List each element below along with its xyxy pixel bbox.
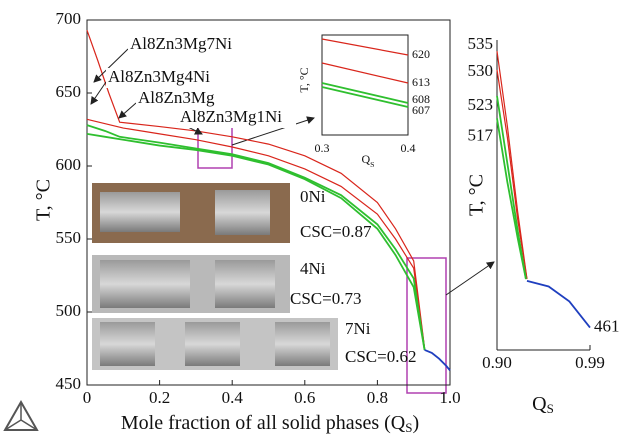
series-line	[322, 87, 408, 107]
photo-rod	[185, 322, 240, 366]
y-tick-label: 450	[56, 374, 82, 393]
photo-label: 0Ni	[300, 187, 326, 206]
data-label: 523	[468, 95, 494, 114]
photo-rod	[215, 260, 275, 308]
series-line	[322, 83, 408, 103]
y-axis-label: T, °C	[33, 179, 55, 221]
x-axis-label: Mole fraction of all solid phases (QS)	[121, 412, 419, 435]
photo-rod	[275, 322, 330, 366]
x-axis-label: QS	[361, 152, 374, 169]
photo-csc: CSC=0.87	[300, 222, 372, 241]
x-tick-label: 0.4	[401, 141, 416, 155]
x-tick-label: 0.99	[575, 353, 605, 372]
y-tick-label: 500	[56, 301, 82, 320]
x-tick-label: 0.6	[294, 388, 315, 407]
photo-rod	[100, 192, 180, 232]
arrow	[446, 262, 494, 295]
photo-label: 7Ni	[345, 319, 371, 338]
y-tick-label: 650	[56, 82, 82, 101]
photo-rod	[100, 322, 155, 366]
x-tick-label: 1.0	[439, 388, 460, 407]
series-line	[497, 118, 526, 279]
photo-csc: CSC=0.73	[290, 289, 361, 308]
x-tick-label: 0.4	[222, 388, 244, 407]
data-label: 517	[468, 125, 494, 144]
series-label: Al8Zn3Mg7Ni	[130, 34, 232, 53]
figure: 0Ni CSC=0.87 4Ni CSC=0.73 7Ni CSC=0.62 0…	[0, 0, 623, 437]
data-label: 530	[468, 61, 494, 80]
callout-arrow	[91, 82, 106, 104]
series-label: Al8Zn3Mg4Ni	[108, 67, 210, 86]
series-line	[497, 96, 526, 279]
callout-arrow	[119, 103, 136, 118]
series-line	[497, 51, 527, 279]
x-tick-label: 0.8	[367, 388, 388, 407]
y-axis-label: T, °C	[297, 67, 311, 92]
series-line	[322, 39, 408, 55]
plot-frame	[322, 35, 408, 135]
series-label: Al8Zn3Mg	[138, 88, 215, 107]
data-label: 620	[412, 47, 430, 61]
series-line	[527, 281, 590, 328]
x-axis-label-part: Q	[532, 393, 547, 415]
x-axis-label-part: S	[405, 420, 412, 435]
x-tick-label: 0	[83, 388, 92, 407]
photo-csc: CSC=0.62	[345, 347, 416, 366]
logo	[5, 402, 37, 430]
x-tick-label: 0.90	[482, 353, 512, 372]
series-line	[497, 70, 527, 279]
series-line	[322, 63, 408, 83]
x-tick-label: 0.3	[315, 141, 330, 155]
y-tick-label: 600	[56, 155, 82, 174]
series-label: Al8Zn3Mg1Ni	[180, 107, 282, 126]
x-axis-label-part: Mole fraction of all solid phases (Q	[121, 412, 406, 434]
photo-rod	[215, 190, 270, 235]
x-tick-label: 0.2	[149, 388, 170, 407]
photo-label: 4Ni	[300, 259, 326, 278]
x-axis-label-part: Q	[361, 152, 370, 166]
x-axis-label-part: S	[370, 160, 374, 169]
data-label: 607	[412, 103, 430, 117]
y-tick-label: 550	[56, 228, 82, 247]
data-label: 613	[412, 75, 430, 89]
x-axis-label-part: )	[412, 412, 419, 434]
x-axis-label: QS	[532, 393, 554, 416]
photo-rod	[100, 260, 190, 308]
data-label: 535	[468, 34, 494, 53]
data-label: 461	[594, 316, 620, 335]
x-axis-label-part: S	[547, 401, 554, 416]
y-tick-label: 700	[56, 9, 82, 28]
y-axis-label: T, °C	[466, 174, 488, 216]
